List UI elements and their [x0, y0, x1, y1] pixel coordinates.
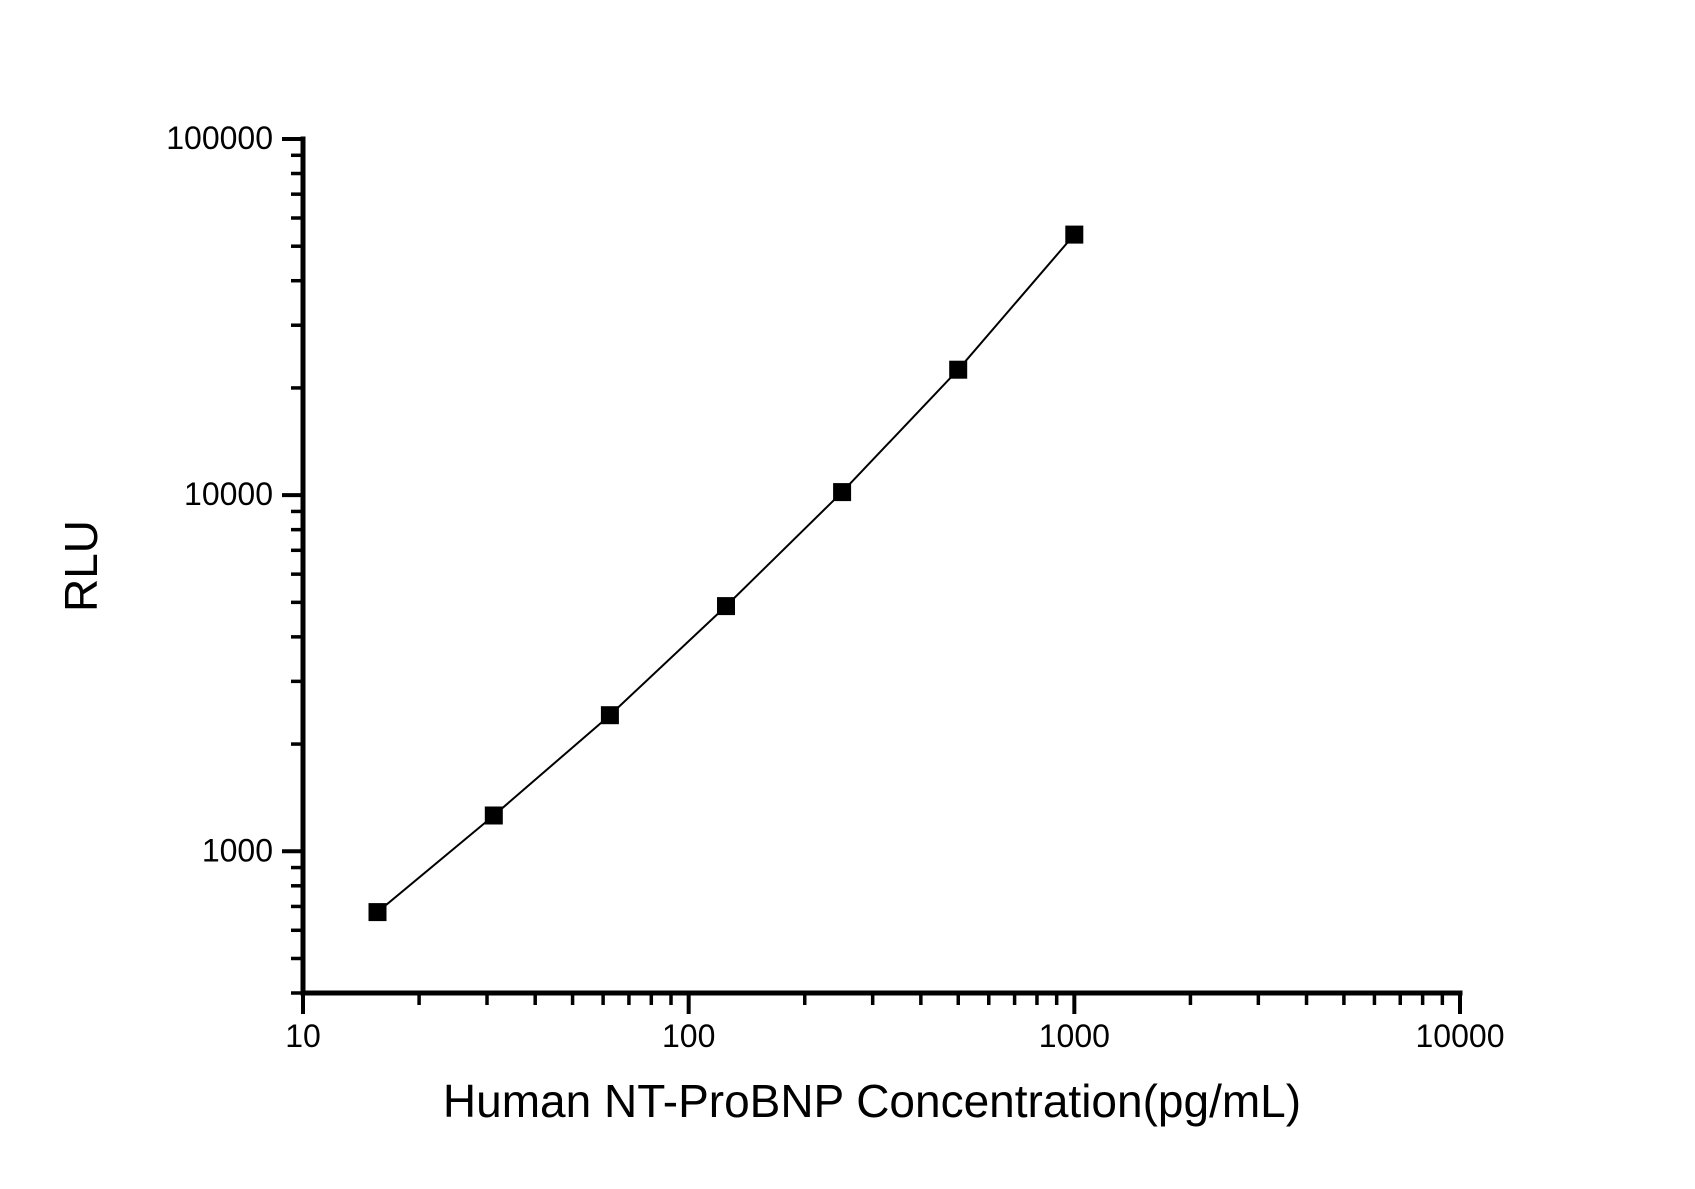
x-axis-tick-label: 10 — [285, 1018, 321, 1054]
x-axis-tick-label: 1000 — [1039, 1018, 1110, 1054]
y-axis-tick-label: 10000 — [184, 476, 273, 512]
data-point-marker — [1065, 225, 1084, 244]
axes — [282, 136, 1463, 1014]
tick-labels: 10 100 1000 10000 1000 10000 100000 — [166, 120, 1504, 1054]
data-point-marker — [484, 806, 503, 825]
y-axis-tick-label: 100000 — [166, 120, 273, 156]
data-point-marker — [717, 597, 735, 616]
x-axis-title: Human NT-ProBNP Concentration(pg/mL) — [443, 1075, 1301, 1127]
data-point-marker — [949, 360, 968, 379]
data-point-marker — [600, 706, 619, 725]
y-axis-title: RLU — [55, 520, 107, 612]
x-axis-tick-label: 100 — [662, 1018, 715, 1054]
x-axis-tick-label: 10000 — [1416, 1018, 1505, 1054]
data-point-marker — [833, 483, 852, 502]
data-series — [368, 225, 1084, 922]
y-axis-tick-label: 1000 — [202, 832, 273, 868]
data-point-marker — [368, 903, 387, 922]
series-line — [376, 233, 1076, 913]
